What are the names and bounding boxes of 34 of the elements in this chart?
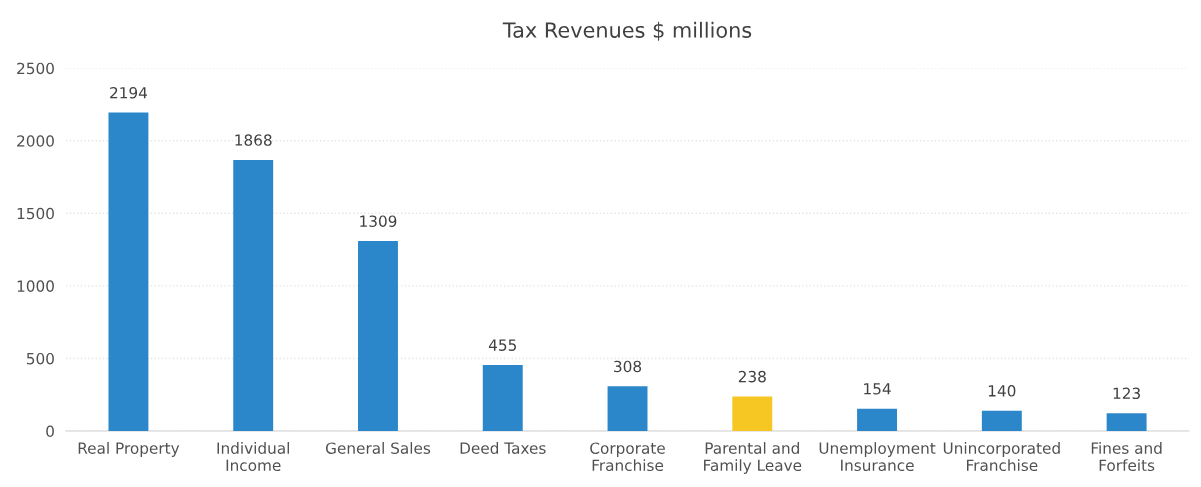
x-tick-label: Fines and Forfeits xyxy=(1091,442,1162,472)
data-label: 1868 xyxy=(235,134,272,146)
x-tick-label: Individual Income xyxy=(217,442,289,472)
y-tick-label: 0 xyxy=(46,425,54,438)
bar xyxy=(981,410,1022,431)
x-tick-label: General Sales xyxy=(325,442,431,454)
bar xyxy=(482,364,523,431)
data-label: 455 xyxy=(488,339,516,351)
data-label: 238 xyxy=(738,370,766,383)
bar xyxy=(358,241,398,431)
x-tick-label: Corporate Franchise xyxy=(590,442,665,472)
data-label: 2194 xyxy=(110,86,148,99)
bar xyxy=(857,408,898,431)
x-tick-label: Parental and Family Leave xyxy=(704,442,802,474)
bar xyxy=(108,112,149,431)
bar xyxy=(607,386,648,431)
y-tick-label: 1000 xyxy=(17,280,54,292)
y-tick-label: 2000 xyxy=(17,135,54,147)
y-tick-label: 1500 xyxy=(17,207,54,220)
x-tick-label: Unincorporated Franchise xyxy=(943,442,1060,472)
data-label: 123 xyxy=(1113,387,1140,400)
x-tick-label: Deed Taxes xyxy=(460,442,546,454)
data-label: 154 xyxy=(864,383,891,395)
x-tick-label: Unemployment Insurance xyxy=(819,442,936,472)
bar xyxy=(732,396,773,431)
bar xyxy=(1106,413,1147,431)
data-label: 140 xyxy=(988,385,1016,397)
y-tick-label: 500 xyxy=(26,352,54,365)
bar xyxy=(233,159,274,431)
data-label: 308 xyxy=(614,360,642,373)
data-label: 1309 xyxy=(360,215,397,227)
x-tick-label: Real Property xyxy=(78,442,180,457)
chart-title: Tax Revenues $ millions xyxy=(502,21,752,41)
y-tick-label: 2500 xyxy=(17,62,54,75)
